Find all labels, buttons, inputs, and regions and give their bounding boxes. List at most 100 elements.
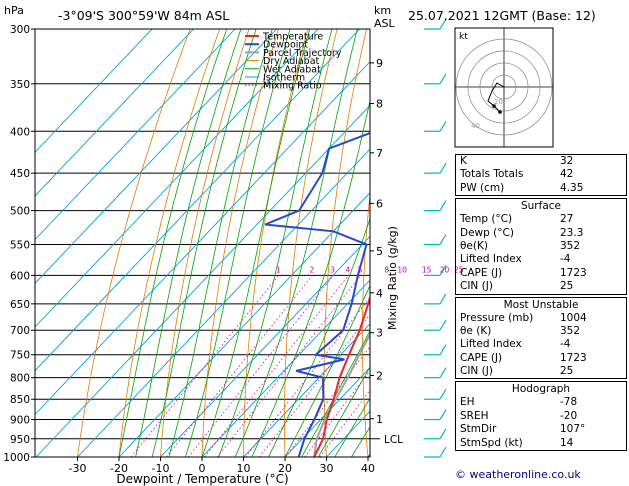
surface-row: θe(K) 352 — [456, 240, 626, 253]
most-unstable-value: 1723 — [560, 351, 587, 364]
most-unstable-value: 352 — [560, 324, 581, 337]
x-tick-label: 10 — [237, 462, 251, 475]
chart-axes: 1 2 3 4 5 8 10 15 20 25hPa30035040045050055060065… — [3, 4, 463, 486]
legend-label: Temperature — [262, 32, 323, 43]
km-tick-label: 5 — [376, 245, 383, 258]
pressure-tick-label: 500 — [10, 206, 30, 218]
pressure-tick-label: 300 — [10, 24, 30, 36]
storm-motion-dot — [498, 110, 502, 114]
most-unstable-label: Lifted Index — [460, 338, 522, 351]
most-unstable-label: CAPE (J) — [460, 351, 503, 364]
isotherm-line — [35, 29, 153, 153]
wet-adiabat-line — [251, 99, 370, 457]
mixing-ratio-line — [217, 275, 362, 457]
dry-adiabat-line — [243, 29, 309, 457]
index-row: Totals Totals 42 — [456, 168, 626, 181]
dry-adiabat-line — [201, 29, 279, 457]
most-unstable-row: CIN (J) 25 — [456, 365, 626, 378]
dry-adiabat-line — [362, 190, 370, 457]
hodograph-stat-label: SREH — [460, 409, 489, 422]
most-unstable-label: θe (K) — [460, 324, 492, 337]
surface-box: Surface Temp (°C) 27 Dewp (°C) 23.3 θe(K) 352… — [455, 198, 627, 295]
mixing-ratio-label: 2 — [309, 265, 314, 274]
isotherm-line — [35, 29, 319, 328]
hodograph: kt 20 40 — [454, 27, 554, 148]
most-unstable-row: CAPE (J) 1723 — [456, 352, 626, 365]
dewpoint-line — [264, 131, 370, 457]
hodograph-stat-row: StmSpd (kt) 14 — [456, 437, 626, 450]
wind-barb-flag — [439, 265, 447, 276]
surface-value: -4 — [560, 253, 571, 266]
most-unstable-value: 25 — [560, 365, 574, 378]
index-value: 42 — [560, 168, 574, 181]
legend-label: Parcel Trajectory — [263, 48, 342, 59]
legend-label: Dewpoint — [263, 40, 308, 51]
mixing-ratio-line — [166, 275, 313, 457]
wind-barb-flag — [439, 319, 447, 331]
indices-box: K 32 Totals Totals 42 PW (cm) 4.35 — [455, 154, 627, 197]
wet-adiabat-line — [201, 29, 311, 457]
x-tick-label: 40 — [361, 462, 375, 475]
km-tick-label: 3 — [376, 327, 383, 340]
hodograph-stat-label: StmSpd (kt) — [460, 436, 523, 449]
hodograph-stat-value: -20 — [560, 409, 578, 422]
chart-grid — [35, 29, 370, 457]
isotherm-line — [35, 61, 370, 416]
wind-barb-flag — [439, 73, 447, 85]
copyright-text: © weatheronline.co.uk — [455, 468, 581, 481]
pressure-tick-label: 600 — [10, 270, 30, 282]
x-tick-label: 0 — [199, 462, 206, 475]
lcl-label: LCL — [384, 434, 403, 446]
isotherm-line — [35, 29, 236, 241]
wet-adiabat-line — [218, 29, 333, 457]
x-tick-label: 30 — [320, 462, 334, 475]
wind-barb-flag — [439, 367, 447, 378]
km-tick-label: 9 — [376, 57, 383, 70]
pressure-tick-label: 700 — [10, 325, 30, 337]
isotherm-line — [77, 148, 370, 457]
pressure-tick-label: 350 — [10, 79, 30, 91]
isotherm-line — [35, 29, 194, 197]
datetime-header: 25.07.2021 12GMT (Base: 12) — [408, 8, 596, 23]
mixing-ratio-label: 15 — [422, 265, 432, 274]
isotherm-line — [201, 279, 370, 457]
surface-row: CAPE (J) 1723 — [456, 267, 626, 280]
legend-label: Isotherm — [263, 73, 305, 84]
surface-value: 25 — [560, 280, 574, 293]
index-value: 4.35 — [560, 181, 584, 194]
surface-label: θe(K) — [460, 239, 488, 252]
wet-adiabat-line — [268, 217, 370, 457]
mixing-ratio-axis-label: Mixing Ratio (g/kg) — [386, 226, 399, 330]
mixing-ratio-line — [204, 275, 349, 457]
index-row: PW (cm) 4.35 — [456, 182, 626, 195]
pressure-tick-label: 850 — [10, 394, 30, 406]
km-label: km — [374, 4, 391, 17]
pressure-tick-label: 450 — [10, 168, 30, 180]
most-unstable-label: CIN (J) — [460, 365, 493, 378]
hodograph-stat-label: EH — [460, 396, 475, 409]
wind-barb-flag — [439, 200, 447, 211]
mixing-ratio-label: 8 — [384, 265, 389, 274]
surface-label: Temp (°C) — [460, 213, 513, 226]
location-header: -3°09'S 300°59'W 84m ASL — [58, 8, 230, 23]
hodograph-stat-row: StmDir 107° — [456, 423, 626, 436]
wind-barb-flag — [439, 120, 447, 132]
mixing-ratio-label: 10 — [397, 265, 407, 274]
legend-label: Wet Adiabat — [263, 64, 321, 75]
legend-label: Mixing Ratio — [263, 81, 322, 92]
asl-label: ASL — [374, 17, 396, 30]
km-tick-label: 8 — [376, 98, 383, 111]
hpa-label: hPa — [4, 4, 24, 17]
wind-barb-flag — [439, 428, 447, 440]
wet-adiabat-line — [284, 284, 370, 457]
most-unstable-label: Pressure (mb) — [460, 311, 534, 324]
isotherm-line — [35, 29, 277, 284]
index-value: 32 — [560, 155, 574, 167]
surface-row: Dewp (°C) 23.3 — [456, 227, 626, 240]
wind-barb-flag — [439, 18, 447, 30]
hodograph-stats-title: Hodograph — [511, 383, 571, 396]
km-tick-label: 7 — [376, 147, 383, 160]
index-row: K 32 — [456, 155, 626, 168]
pressure-tick-label: 400 — [10, 126, 30, 138]
